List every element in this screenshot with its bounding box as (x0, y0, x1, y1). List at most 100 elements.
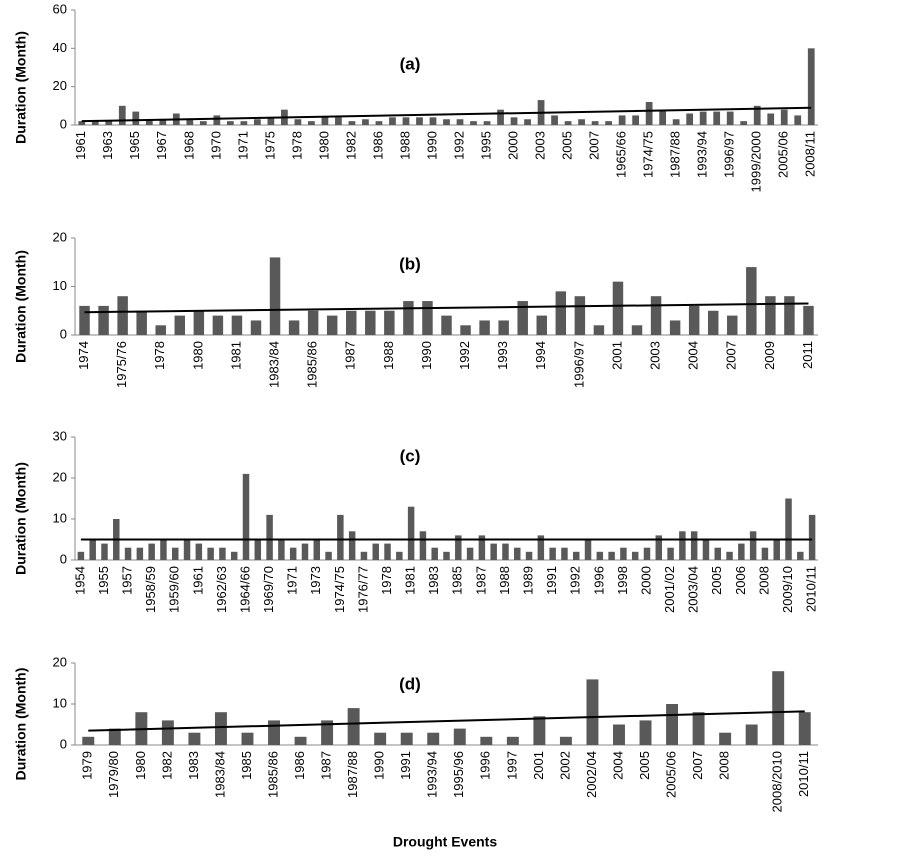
x-tick-label: 1983/84 (266, 341, 281, 388)
x-tick-label: 1986 (292, 751, 307, 780)
x-tick-label: 1958/59 (143, 566, 158, 613)
bar (250, 320, 262, 335)
bar (631, 551, 639, 560)
bar (214, 712, 227, 745)
bar (267, 117, 275, 125)
bar (172, 547, 179, 560)
x-tick-label: 2010/11 (804, 566, 819, 612)
bar (372, 543, 379, 560)
bar (288, 320, 300, 335)
y-tick-label: 20 (53, 654, 67, 669)
x-tick-label: 1964/66 (237, 566, 252, 613)
trend-line (88, 710, 805, 732)
bar (416, 117, 423, 125)
bar (794, 115, 802, 125)
bar (402, 117, 410, 125)
x-tick-label: 1971 (235, 131, 250, 160)
bar (453, 728, 466, 745)
x-tick-label: 1967 (154, 131, 169, 160)
bar (470, 121, 477, 125)
bar (294, 119, 302, 125)
bar (466, 547, 474, 560)
bar (549, 547, 556, 560)
bar (268, 720, 280, 745)
bar (669, 320, 681, 335)
y-axis-title: Duration (Month) (13, 250, 29, 363)
x-tick-label: 2004 (686, 341, 701, 370)
bar (308, 121, 315, 125)
x-tick-label: 1978 (152, 341, 167, 370)
y-tick-label: 0 (60, 326, 67, 341)
bar (772, 671, 785, 745)
bar (564, 121, 572, 125)
bar (559, 736, 572, 745)
bar (242, 473, 250, 560)
x-tick-label: 2008 (717, 751, 732, 780)
bar (213, 115, 221, 125)
x-tick-label: 1982 (343, 131, 358, 160)
x-tick-label: 2001 (531, 751, 546, 780)
bar (362, 119, 369, 125)
x-tick-label: 2001 (609, 341, 624, 370)
bar (497, 109, 504, 125)
bar (524, 119, 531, 125)
bar (483, 121, 491, 125)
bar (384, 310, 395, 335)
x-tick-label: 1992 (457, 341, 472, 370)
x-tick-label: 1959/60 (167, 566, 182, 613)
bar (161, 720, 174, 745)
bar (174, 315, 186, 335)
bar (403, 301, 414, 335)
x-tick-label: 1974 (76, 341, 91, 370)
y-tick-label: 0 (60, 116, 67, 131)
x-tick-label: 1995/96 (451, 751, 466, 798)
x-tick-label: 1985 (239, 751, 254, 780)
bar (761, 547, 769, 560)
x-tick-label: 1987 (343, 341, 358, 370)
bar (726, 551, 733, 560)
bar (183, 539, 191, 560)
x-tick-label: 2011 (800, 341, 815, 369)
bar (591, 121, 599, 125)
bar (155, 325, 166, 335)
bar (797, 551, 804, 560)
bar (419, 531, 427, 560)
bar (230, 551, 238, 560)
bar (551, 115, 558, 125)
x-tick-label: 2009 (762, 341, 777, 370)
bar (643, 547, 651, 560)
x-tick-label: 2007 (724, 341, 739, 370)
x-tick-label: 1983 (426, 566, 441, 595)
x-tick-label: 1989 (520, 566, 535, 595)
bar (101, 543, 108, 560)
x-tick-label: 1971 (285, 566, 300, 595)
x-tick-label: 1982 (159, 751, 174, 780)
bar (429, 117, 437, 125)
x-tick-label: 2005 (709, 566, 724, 595)
bar (422, 301, 433, 335)
bar (460, 325, 471, 335)
bar (738, 543, 745, 560)
bar (294, 736, 307, 745)
bar (91, 121, 99, 125)
x-tick-label: 1981 (228, 341, 243, 370)
bar (639, 720, 652, 745)
bar (365, 310, 376, 335)
bar (672, 119, 680, 125)
x-tick-label: 2006 (733, 566, 748, 595)
bar (510, 117, 518, 125)
y-tick-label: 10 (53, 278, 67, 293)
x-tick-label: 1994 (533, 341, 548, 370)
bar (798, 712, 811, 745)
bar (714, 547, 721, 560)
y-tick-label: 0 (60, 736, 67, 751)
bar (132, 111, 140, 125)
x-tick-label: 2010/11 (796, 751, 811, 797)
x-tick-label: 2003 (648, 341, 663, 370)
x-tick-label: 1996 (591, 566, 606, 595)
bar (719, 732, 732, 745)
x-tick-label: 2008 (756, 566, 771, 595)
bar (325, 551, 332, 560)
bar (441, 315, 452, 335)
